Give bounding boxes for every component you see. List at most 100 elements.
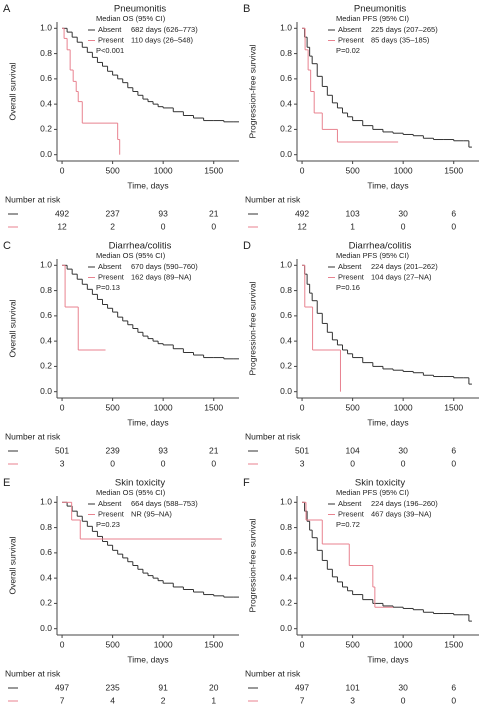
panel-title: Diarrhea/colitis — [349, 241, 412, 252]
risk-count: 12 — [57, 221, 67, 231]
x-tick-label: 1000 — [154, 402, 173, 412]
legend-name: Present — [338, 509, 365, 518]
risk-count: 0 — [161, 221, 166, 231]
x-axis-label: Time, days — [127, 180, 168, 190]
panel-letter: F — [243, 477, 250, 489]
risk-count: 235 — [106, 682, 120, 692]
p-value: P=0.72 — [336, 520, 360, 529]
x-tick-label: 500 — [346, 402, 360, 412]
risk-count: 0 — [350, 458, 355, 468]
x-tick-label: 0 — [60, 165, 65, 175]
risk-count: 2 — [161, 695, 166, 705]
panel-title: Skin toxicity — [115, 478, 165, 489]
x-tick-label: 1500 — [444, 402, 463, 412]
x-tick-label: 1500 — [204, 165, 223, 175]
legend-median: 225 days (207–265) — [371, 25, 438, 34]
risk-title: Number at risk — [245, 668, 301, 678]
x-tick-label: 0 — [300, 165, 305, 175]
legend-name: Absent — [338, 262, 362, 271]
risk-count: 492 — [295, 208, 309, 218]
y-tick-label: 0.2 — [280, 361, 292, 371]
y-axis-label: Overall survival — [7, 62, 17, 120]
x-tick-label: 1000 — [394, 402, 413, 412]
y-tick-label: 0.0 — [40, 623, 52, 633]
y-tick-label: 0.6 — [280, 310, 292, 320]
panel-title: Pneumonitis — [114, 4, 167, 15]
y-tick-label: 1.0 — [280, 23, 292, 33]
y-axis-label: Overall survival — [7, 299, 17, 357]
legend-median: 85 days (35–185) — [371, 35, 430, 44]
panel-title: Skin toxicity — [355, 478, 405, 489]
y-tick-label: 0.8 — [40, 48, 52, 58]
x-axis-label: Time, days — [367, 654, 408, 664]
x-tick-label: 1000 — [154, 165, 173, 175]
x-tick-label: 1500 — [204, 639, 223, 649]
legend-name: Present — [338, 272, 365, 281]
x-tick-label: 1000 — [394, 165, 413, 175]
panel-letter: A — [3, 3, 11, 15]
y-tick-label: 0.2 — [280, 598, 292, 608]
y-tick-label: 1.0 — [40, 497, 52, 507]
risk-title: Number at risk — [5, 431, 61, 441]
panel-letter: C — [3, 240, 11, 252]
risk-title: Number at risk — [245, 431, 301, 441]
risk-count: 2 — [110, 221, 115, 231]
risk-count: 501 — [295, 445, 309, 455]
p-value: P=0.23 — [96, 520, 120, 529]
risk-count: 492 — [55, 208, 69, 218]
y-tick-label: 0.0 — [280, 149, 292, 159]
risk-count: 0 — [161, 458, 166, 468]
legend-name: Absent — [338, 25, 362, 34]
risk-count: 21 — [209, 208, 219, 218]
legend-median: 162 days (89–NA) — [131, 272, 192, 281]
y-tick-label: 0.8 — [280, 285, 292, 295]
legend-name: Present — [98, 272, 125, 281]
p-value: P=0.16 — [336, 283, 360, 292]
y-tick-label: 0.6 — [40, 547, 52, 557]
y-tick-label: 0.2 — [40, 598, 52, 608]
panel-title: Diarrhea/colitis — [109, 241, 172, 252]
risk-count: 30 — [398, 445, 408, 455]
risk-count: 497 — [295, 682, 309, 692]
panel-letter: E — [3, 477, 10, 489]
panel-title: Pneumonitis — [354, 4, 407, 15]
x-tick-label: 1500 — [444, 165, 463, 175]
x-tick-label: 1000 — [154, 639, 173, 649]
risk-title: Number at risk — [245, 194, 301, 204]
risk-count: 1 — [211, 695, 216, 705]
risk-count: 0 — [401, 695, 406, 705]
x-axis-label: Time, days — [127, 654, 168, 664]
risk-count: 7 — [60, 695, 65, 705]
y-tick-label: 0.6 — [40, 73, 52, 83]
risk-count: 497 — [55, 682, 69, 692]
risk-count: 0 — [401, 458, 406, 468]
risk-count: 91 — [158, 682, 168, 692]
x-tick-label: 1500 — [204, 402, 223, 412]
y-tick-label: 0.4 — [280, 335, 292, 345]
risk-count: 0 — [451, 221, 456, 231]
risk-count: 6 — [451, 208, 456, 218]
risk-count: 4 — [110, 695, 115, 705]
risk-count: 0 — [211, 221, 216, 231]
y-tick-label: 0.2 — [40, 361, 52, 371]
y-axis-label: Progression-free survival — [247, 518, 257, 612]
legend-median: 664 days (588–753) — [131, 499, 198, 508]
legend-title: Median PFS (95% CI) — [336, 251, 409, 260]
legend-title: Median OS (95% CI) — [96, 14, 166, 23]
legend-name: Present — [98, 509, 125, 518]
legend-median: 224 days (196–260) — [371, 499, 438, 508]
legend-title: Median OS (95% CI) — [96, 251, 166, 260]
risk-count: 12 — [297, 221, 307, 231]
x-tick-label: 500 — [106, 165, 120, 175]
y-tick-label: 1.0 — [40, 23, 52, 33]
risk-count: 0 — [451, 458, 456, 468]
risk-title: Number at risk — [5, 194, 61, 204]
panel: A Pneumonitis 0.0 0.2 0.4 0.6 0.8 1.0 0 500 1000 15… — [3, 3, 239, 231]
panel: C Diarrhea/colitis 0.0 0.2 0.4 0.6 0.8 1.0 0 500 1… — [3, 240, 239, 468]
legend-median: 110 days (26–548) — [131, 35, 193, 44]
legend-name: Absent — [98, 262, 122, 271]
legend-name: Absent — [98, 25, 122, 34]
risk-count: 7 — [300, 695, 305, 705]
